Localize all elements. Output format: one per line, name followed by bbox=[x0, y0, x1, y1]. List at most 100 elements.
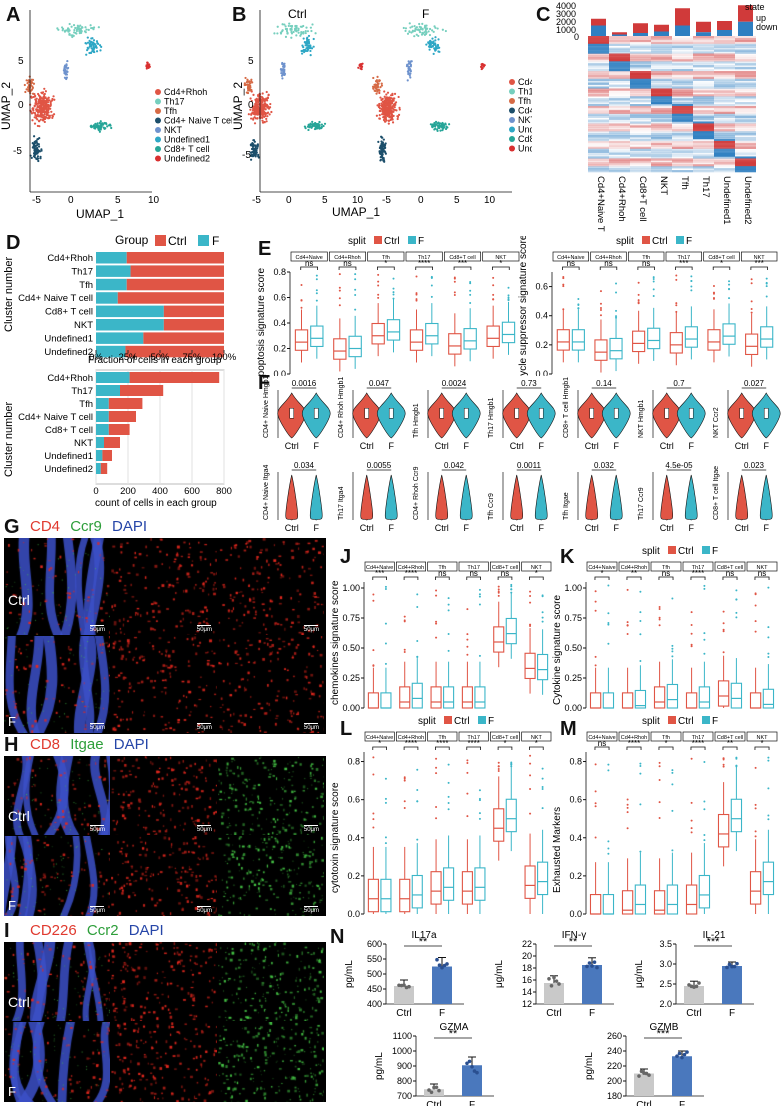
box-strip bbox=[586, 731, 618, 742]
violin-p-value: 0.0024 bbox=[442, 379, 467, 388]
box-outlier bbox=[415, 275, 418, 278]
heatmap-cell bbox=[714, 96, 735, 99]
umap-point bbox=[252, 139, 256, 142]
box-outlier bbox=[671, 597, 674, 600]
n-y-tick-label: 220 bbox=[607, 1061, 622, 1071]
box-outlier bbox=[765, 281, 768, 284]
box-strip-label: Cd4+Naive bbox=[366, 565, 393, 571]
box-y-tick-label: 0.00 bbox=[342, 703, 360, 713]
box-outlier bbox=[384, 622, 387, 625]
heatmap-cell bbox=[714, 70, 735, 74]
heatmap-cell bbox=[609, 108, 630, 110]
heatmap-cell bbox=[588, 137, 609, 140]
box-sig-bracket bbox=[722, 576, 738, 580]
violin-p-value: 0.73 bbox=[521, 379, 537, 388]
heatmap-cell bbox=[588, 119, 609, 122]
umap-b-xlabel: UMAP_1 bbox=[332, 205, 380, 219]
heatmap-cell bbox=[672, 162, 693, 165]
i-stain-cd226: CD226 bbox=[30, 922, 77, 939]
box-outlier bbox=[447, 802, 450, 805]
umap-point bbox=[46, 108, 49, 111]
umap-point bbox=[34, 99, 38, 103]
umap-point bbox=[311, 23, 314, 26]
umap-point bbox=[67, 66, 70, 70]
box-outlier bbox=[712, 296, 715, 299]
umap-point bbox=[385, 104, 388, 107]
heatmap-cell bbox=[672, 152, 693, 155]
umap-point bbox=[33, 144, 36, 147]
d-frac-tick-label: 50% bbox=[150, 352, 170, 363]
violin-p-value: 4.5e-05 bbox=[665, 461, 693, 470]
umap-point bbox=[30, 95, 33, 98]
violin-x-label: Ctrl bbox=[660, 441, 674, 451]
box-outlier bbox=[315, 274, 318, 277]
heatmap-cell bbox=[609, 100, 630, 103]
d-count-bar-f bbox=[96, 463, 101, 474]
heatmap-cell bbox=[588, 72, 609, 76]
d-legend-f-swatch bbox=[198, 235, 209, 246]
micrograph-image bbox=[111, 538, 217, 635]
box-strip-label: Tfh bbox=[642, 255, 650, 261]
umap-point bbox=[381, 146, 384, 149]
umap-point bbox=[307, 41, 310, 45]
box-outlier bbox=[722, 628, 725, 631]
umap-point bbox=[95, 50, 99, 53]
box-outlier bbox=[435, 594, 438, 597]
n-bar bbox=[684, 986, 704, 1004]
umap-point bbox=[428, 48, 431, 51]
heatmap-cell bbox=[630, 146, 651, 149]
umap-point bbox=[292, 30, 295, 34]
violin-shape bbox=[585, 474, 599, 521]
n-y-tick-label: 180 bbox=[607, 1091, 622, 1101]
umap-point bbox=[424, 32, 428, 36]
umap-point bbox=[257, 156, 260, 159]
d-legend-title: Group bbox=[115, 233, 149, 247]
umap-point bbox=[97, 128, 101, 132]
d-frac-bar-f bbox=[96, 278, 127, 291]
heatmap-cell bbox=[714, 98, 735, 101]
umap-point bbox=[432, 42, 435, 45]
box-strip bbox=[367, 251, 405, 262]
umap-point bbox=[247, 80, 250, 83]
split-legend-f: F bbox=[418, 236, 424, 247]
umap-point bbox=[92, 28, 95, 31]
heatmap-cell bbox=[735, 162, 756, 165]
heatmap-cell bbox=[630, 61, 651, 64]
heatmap-cell bbox=[588, 164, 609, 167]
violin-p-value: 0.023 bbox=[744, 461, 765, 470]
box-sig-label: **** bbox=[467, 739, 479, 748]
umap-point bbox=[42, 104, 46, 107]
umap-point bbox=[257, 95, 260, 98]
umap-point bbox=[382, 138, 385, 141]
umap-point bbox=[79, 24, 82, 27]
heatmap-cell bbox=[609, 152, 630, 155]
box-outlier bbox=[765, 295, 768, 298]
heatmap-cell bbox=[693, 98, 714, 101]
heatmap-cell bbox=[588, 104, 609, 107]
box-outlier bbox=[703, 587, 706, 590]
umap-legend-dot bbox=[155, 98, 161, 105]
box-outlier bbox=[469, 282, 472, 285]
umap-point bbox=[250, 99, 253, 103]
box-outlier bbox=[728, 297, 731, 300]
box-outlier bbox=[652, 280, 655, 283]
box-outlier bbox=[671, 647, 674, 650]
heatmap-cell bbox=[651, 96, 672, 99]
box-outlier bbox=[372, 593, 375, 596]
h-stain-cd8: CD8 bbox=[30, 736, 61, 753]
split-legend-ctrl: Ctrl bbox=[678, 546, 694, 557]
box-outlier bbox=[435, 636, 438, 639]
box-outlier bbox=[497, 588, 500, 591]
n-title: IL17a bbox=[411, 930, 436, 941]
heatmap-cell bbox=[693, 88, 714, 91]
heatmap-cell bbox=[714, 47, 735, 50]
violin-x-label: F bbox=[313, 523, 319, 533]
umap-point bbox=[269, 102, 272, 106]
umap-point bbox=[407, 65, 411, 68]
box-body bbox=[762, 688, 775, 709]
umap-point bbox=[408, 74, 411, 77]
umap-b-ytick: 5 bbox=[248, 56, 254, 67]
umap-point bbox=[390, 109, 393, 112]
box-outlier bbox=[675, 274, 678, 277]
box-strip bbox=[290, 251, 328, 262]
